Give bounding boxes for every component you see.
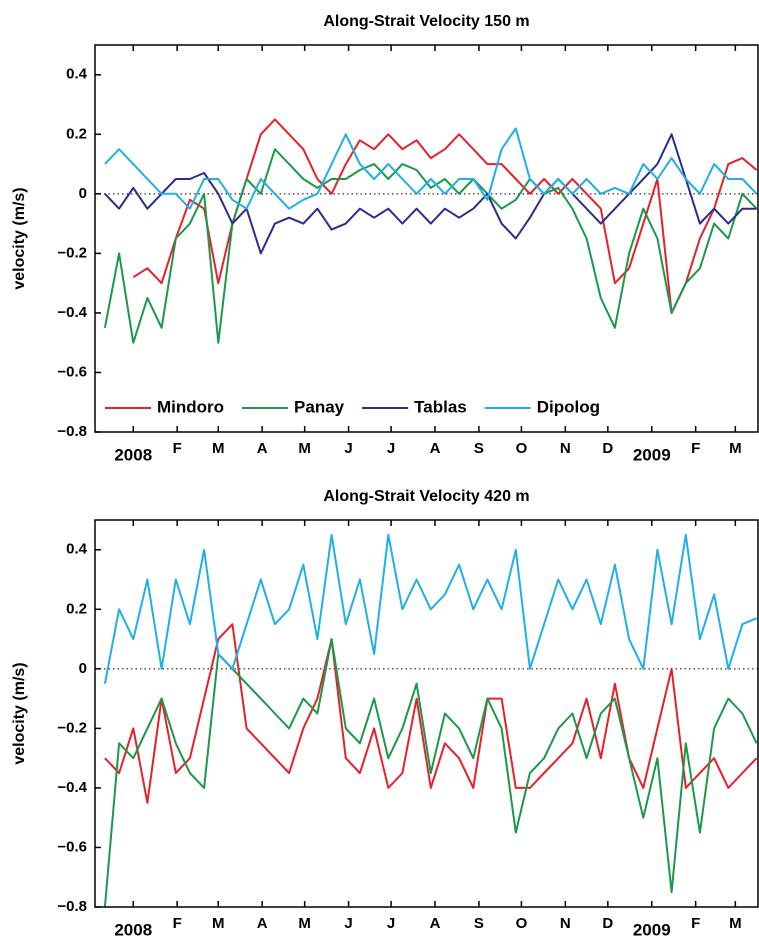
x-tick-label: A xyxy=(430,440,441,457)
y-tick-label: −0.6 xyxy=(57,838,87,855)
x-tick-label: N xyxy=(560,915,571,932)
x-tick-label: S xyxy=(474,915,484,932)
series-group xyxy=(103,533,758,907)
chart-title: Along-Strait Velocity 420 m xyxy=(323,488,529,505)
x-tick-label: D xyxy=(602,440,613,457)
legend: Mindoro Panay Tablas Dipolog xyxy=(105,397,600,416)
y-tick-label: 0.2 xyxy=(66,600,87,617)
series-line xyxy=(103,533,757,684)
y-tick-label: 0.4 xyxy=(66,66,88,83)
series-line xyxy=(103,638,758,907)
x-tick-label: M xyxy=(298,915,311,932)
x-tick-label: F xyxy=(691,915,700,932)
x-tick-label: M xyxy=(212,915,225,932)
y-tick-label: −0.6 xyxy=(57,363,87,380)
x-tick-label: F xyxy=(173,915,182,932)
x-tick-label: 2009 xyxy=(633,920,671,939)
x-tick-label: 2009 xyxy=(633,445,671,464)
x-tick-label: F xyxy=(691,440,700,457)
y-tick-label: −0.4 xyxy=(57,304,87,321)
x-tick-label: J xyxy=(344,915,352,932)
x-tick-label: F xyxy=(173,440,182,457)
x-tick-label: M xyxy=(729,440,742,457)
plot-frame xyxy=(94,519,759,908)
legend-label: Tablas xyxy=(414,397,467,416)
x-tick-label: D xyxy=(602,915,613,932)
y-tick-label: 0.4 xyxy=(66,541,88,558)
y-tick-label: 0 xyxy=(79,660,87,677)
x-tick-label: A xyxy=(430,915,441,932)
x-tick-label: O xyxy=(516,915,528,932)
y-tick-label: −0.2 xyxy=(57,719,87,736)
x-tick-label: A xyxy=(257,915,268,932)
series-line xyxy=(104,127,758,210)
y-tick-label: −0.8 xyxy=(57,423,87,440)
y-axis-label: velocity (m/s) xyxy=(11,187,28,289)
x-tick-label: J xyxy=(387,440,395,457)
x-tick-label: 2008 xyxy=(114,920,152,939)
x-tick-label: M xyxy=(298,440,311,457)
y-tick-label: −0.4 xyxy=(57,779,87,796)
x-tick-label: 2008 xyxy=(114,445,152,464)
series-line xyxy=(104,133,757,255)
series-line xyxy=(132,118,758,314)
y-tick-label: 0 xyxy=(79,185,87,202)
y-tick-label: 0.2 xyxy=(66,125,87,142)
x-tick-label: M xyxy=(212,440,225,457)
chart-title: Along-Strait Velocity 150 m xyxy=(323,13,529,30)
x-tick-label: A xyxy=(257,440,268,457)
series-group xyxy=(103,118,758,344)
y-axis-label: velocity (m/s) xyxy=(11,662,28,764)
x-tick-label: J xyxy=(344,440,352,457)
y-tick-label: −0.8 xyxy=(57,898,87,915)
x-tick-label: S xyxy=(474,440,484,457)
legend-label: Panay xyxy=(294,397,345,416)
x-tick-label: J xyxy=(387,915,395,932)
x-tick-label: N xyxy=(560,440,571,457)
series-line xyxy=(104,623,758,804)
x-tick-label: M xyxy=(729,915,742,932)
x-tick-label: O xyxy=(516,440,528,457)
y-tick-label: −0.2 xyxy=(57,244,87,261)
legend-label: Mindoro xyxy=(157,397,224,416)
legend-label: Dipolog xyxy=(537,397,600,416)
series-line xyxy=(103,148,758,344)
plot-frame xyxy=(94,44,759,433)
